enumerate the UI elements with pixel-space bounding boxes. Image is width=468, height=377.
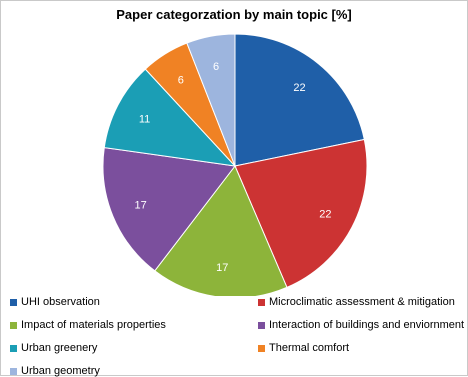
legend-label: Urban geometry <box>21 365 100 377</box>
data-label-thermal-comfort: 6 <box>178 75 184 87</box>
legend-label: Urban greenery <box>21 342 98 354</box>
legend-item-urban-greenery: Urban greenery <box>10 342 97 354</box>
legend-item-microclimatic-assessment-and-mitigation: Microclimatic assessment & mitigation <box>258 296 455 308</box>
legend-item-uhi-observation: UHI observation <box>10 296 100 308</box>
legend-swatch <box>258 344 265 352</box>
legend-item-interaction-of-buildings-and-enviornment: Interaction of buildings and enviornment <box>258 319 464 331</box>
pie-slice-microclimatic-assessment-and-mitigation <box>234 138 368 289</box>
legend-label: Interaction of buildings and enviornment <box>269 319 465 331</box>
pie-slice-impact-of-materials-properties <box>154 165 288 296</box>
legend-swatch <box>258 321 265 329</box>
data-label-impact-of-materials-properties: 17 <box>216 262 228 274</box>
pie-chart: 22 22 17 17 11 6 6 <box>102 33 368 296</box>
legend-label: UHI observation <box>21 296 100 308</box>
data-label-microclimatic-assessment-and-mitigation: 22 <box>319 208 331 220</box>
legend-swatch <box>10 321 17 329</box>
legend-item-urban-geometry: Urban geometry <box>10 365 100 377</box>
pie-slice-interaction-of-buildings-and-enviornment <box>102 147 236 272</box>
legend-label: Impact of materials properties <box>21 319 166 331</box>
legend-item-impact-of-materials-properties: Impact of materials properties <box>10 319 166 331</box>
data-label-urban-greenery: 11 <box>139 114 150 126</box>
pie-slice-urban-greenery <box>103 68 237 167</box>
legend-swatch <box>258 298 265 306</box>
legend-swatch <box>10 344 17 352</box>
data-label-uhi-observation: 22 <box>293 82 305 94</box>
legend-swatch <box>10 298 17 306</box>
data-label-urban-geometry: 6 <box>213 61 219 73</box>
pie-slice-uhi-observation <box>234 33 365 167</box>
pie-slice-urban-geometry <box>186 33 236 167</box>
chart-title: Paper categorzation by main topic [%] <box>116 7 352 22</box>
legend-label: Microclimatic assessment & mitigation <box>269 296 455 308</box>
data-label-interaction-of-buildings-and-enviornment: 17 <box>134 200 146 212</box>
legend-label: Thermal comfort <box>269 342 350 354</box>
legend-swatch <box>10 367 17 375</box>
legend-item-thermal-comfort: Thermal comfort <box>258 342 349 354</box>
